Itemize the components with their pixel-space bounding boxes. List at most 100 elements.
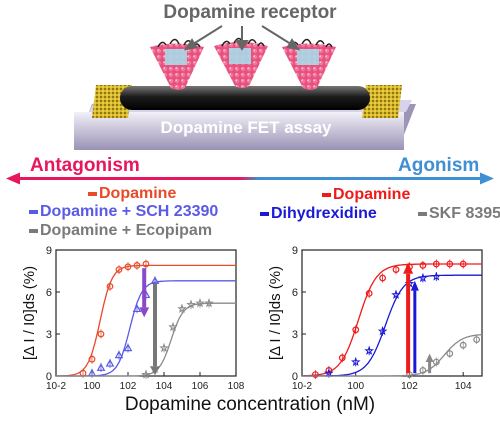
antagonism-label: Antagonism: [30, 155, 140, 176]
right-data-point: [473, 336, 481, 343]
right-x-tick-label: 102: [401, 381, 418, 392]
left-data-point: [150, 276, 160, 285]
right-data-point: [419, 262, 427, 269]
left-data-point: [132, 304, 142, 313]
device-label: Dopamine FET assay: [160, 118, 332, 137]
right-x-tick-label: 104: [455, 381, 472, 392]
right-fit-curve-1: [302, 274, 482, 377]
chart-left-antagonism: 10-2 100 102 104 106 108 0 3 6 9 [Δ I / I0]ds (%): [21, 245, 245, 392]
left-x-tick-label: 10-2: [46, 381, 66, 392]
right-y-tick-label: 0: [292, 371, 298, 383]
fet-device-illustration: Dopamine FET assay: [74, 25, 416, 150]
left-x-tick-label: 100: [84, 381, 101, 392]
left-series-0: [56, 259, 236, 378]
left-y-tick-label: 3: [46, 329, 52, 341]
left-data-point: [88, 355, 96, 363]
antagonism-agonism-arrow: [6, 172, 494, 185]
nanotube: [120, 86, 370, 110]
left-data-point: [195, 298, 205, 308]
right-data-point: [312, 371, 319, 379]
left-x-tick-label: 102: [120, 381, 137, 392]
left-data-point: [106, 283, 114, 290]
right-data-point: [459, 341, 467, 349]
right-rise-arrowhead-3: [425, 353, 434, 362]
right-plot-frame: [301, 249, 483, 377]
left-shift-arrowhead-1: [139, 307, 150, 318]
left-y-tick-label: 6: [46, 287, 52, 299]
right-data-point: [377, 326, 388, 336]
left-shift-arrow-2: [153, 283, 157, 367]
x-axis-title: Dopamine concentration (nM): [124, 394, 376, 415]
right-y-tick-label: 9: [292, 245, 298, 257]
left-data-point: [114, 350, 124, 359]
right-data-point: [379, 274, 386, 282]
right-data-point: [338, 354, 346, 362]
left-data-point: [204, 298, 214, 308]
right-data-point: [364, 345, 374, 355]
left-data-point: [124, 263, 132, 271]
left-data-point: [186, 299, 196, 309]
right-data-point: [392, 266, 400, 273]
right-data-point: [431, 271, 442, 281]
right-data-point: [418, 272, 428, 283]
chart-right-agonism: 10-2 100 102 104 0 3 6 9 [Δ I / I0]ds (%): [267, 245, 483, 392]
legend-left-sch23390: Dopamine + SCH 23390: [29, 203, 218, 221]
receptor-left-icon: [150, 38, 204, 90]
right-rise-arrowhead-2: [410, 280, 419, 291]
right-y-tick-label: 6: [292, 287, 298, 299]
right-y-axis-title: [Δ I / I0]ds (%): [267, 266, 284, 360]
receptor-title: Dopamine receptor: [163, 2, 337, 23]
left-series-2: [56, 298, 236, 380]
left-y-tick-label: 9: [46, 245, 52, 257]
right-series-0: [301, 259, 482, 380]
substrate-front: [74, 112, 404, 150]
agonism-label: Agonism: [398, 155, 480, 176]
right-y-tick-label: 3: [292, 329, 298, 341]
right-series-1: [302, 271, 482, 378]
right-rise-arrow-2: [413, 290, 417, 374]
left-data-point: [105, 358, 115, 367]
left-shift-arrow-1: [142, 268, 147, 308]
right-x-tick-label: 100: [347, 381, 364, 392]
left-x-tick-label: 106: [192, 381, 209, 392]
pointer-arrows: [183, 25, 301, 51]
left-data-point: [123, 343, 133, 352]
left-data-point: [97, 330, 105, 338]
left-x-tick-label: 104: [156, 381, 173, 392]
right-data-point: [365, 290, 373, 297]
receptor-middle-icon: [214, 37, 268, 88]
right-data-point: [432, 260, 440, 268]
left-shift-arrowhead-2: [150, 366, 160, 376]
left-data-point: [133, 262, 141, 269]
left-x-tick-label: 108: [228, 381, 245, 392]
right-data-point: [459, 260, 467, 268]
right-x-tick-label: 10-2: [292, 381, 312, 392]
right-rise-arrow-1: [406, 273, 411, 374]
legend-left-ecopipam: Dopamine + Ecopipam: [29, 222, 212, 240]
legend-right-dopamine: Dopamine: [322, 186, 410, 204]
legend-left-dopamine: Dopamine: [88, 185, 176, 203]
right-rise-arrow-3: [428, 362, 432, 374]
left-data-point: [168, 321, 178, 332]
left-y-tick-label: 0: [46, 371, 52, 383]
right-data-point: [350, 356, 361, 367]
left-data-point: [159, 342, 169, 353]
left-data-point: [142, 260, 150, 268]
left-fit-curve-2: [56, 302, 236, 377]
right-data-point: [391, 289, 401, 299]
left-data-point: [115, 266, 123, 273]
right-data-point: [324, 368, 334, 378]
right-electrode: [362, 85, 402, 118]
legend-right-dihydrexidine: Dihydrexidine: [260, 205, 377, 223]
left-data-point: [177, 303, 187, 313]
right-data-point: [446, 260, 454, 268]
right-data-point: [446, 350, 454, 357]
left-y-axis-title: [Δ I / I0]ds (%): [21, 266, 38, 360]
right-fit-curve-0: [301, 263, 482, 377]
right-data-point: [352, 326, 360, 334]
right-fit-curve-2: [302, 333, 483, 377]
right-rise-arrowhead-1: [403, 262, 414, 274]
left-data-point: [96, 363, 106, 371]
right-data-point: [419, 366, 427, 374]
